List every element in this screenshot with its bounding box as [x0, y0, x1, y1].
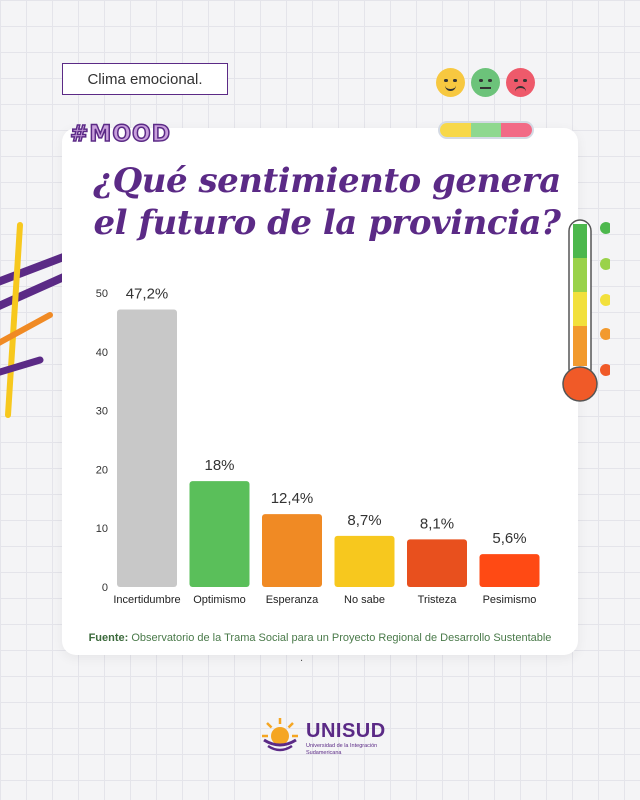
logo-subtitle: Universidad de la Integración Sudamerica…: [306, 743, 378, 756]
hashtag: #MOOD: [69, 121, 171, 148]
data-label: 12,4%: [271, 490, 314, 507]
x-tick-label: Tristeza: [418, 594, 458, 606]
source-note: Fuente: Observatorio de la Trama Social …: [62, 632, 578, 644]
x-tick-label: Pesimismo: [483, 594, 537, 606]
data-label: 8,1%: [420, 515, 454, 532]
x-tick-label: Esperanza: [266, 594, 319, 606]
data-label: 5,6%: [492, 530, 526, 547]
smiling-face-icon: [436, 68, 465, 97]
page-title: ¿Qué sentimiento genera el futuro de la …: [92, 160, 562, 244]
x-tick-label: Incertidumbre: [113, 594, 180, 606]
university-logo: [262, 718, 298, 752]
mood-scale-bar: [438, 121, 534, 139]
source-text: Observatorio de la Trama Social para un …: [131, 632, 552, 644]
mood-faces: [436, 68, 535, 97]
bar: [117, 309, 177, 587]
title-line-2: el futuro de la provincia?: [93, 203, 561, 243]
data-label: 18%: [204, 457, 234, 474]
bar: [479, 554, 540, 587]
y-tick-label: 20: [96, 464, 108, 476]
y-tick-label: 0: [102, 582, 108, 594]
thermometer-icon: [562, 219, 610, 402]
title-line-1: ¿Qué sentimiento genera: [93, 161, 561, 201]
source-dot: .: [300, 652, 304, 664]
sad-face-icon: [506, 68, 535, 97]
logo-name: UNISUD: [306, 720, 386, 742]
y-tick-label: 40: [96, 347, 108, 359]
bar: [334, 535, 395, 587]
data-label: 47,2%: [126, 285, 169, 302]
x-tick-label: No sabe: [344, 594, 385, 606]
bar: [189, 481, 250, 587]
y-tick-label: 30: [96, 406, 108, 418]
topic-tag-label: Clima emocional.: [87, 70, 203, 88]
data-label: 8,7%: [347, 512, 381, 529]
bar: [407, 539, 467, 587]
y-tick-label: 50: [96, 288, 108, 300]
neutral-face-icon: [471, 68, 500, 97]
source-label: Fuente:: [88, 632, 129, 644]
y-tick-label: 10: [96, 523, 108, 535]
x-tick-label: Optimismo: [193, 594, 246, 606]
bar: [262, 514, 322, 587]
topic-tag: Clima emocional.: [62, 63, 228, 95]
